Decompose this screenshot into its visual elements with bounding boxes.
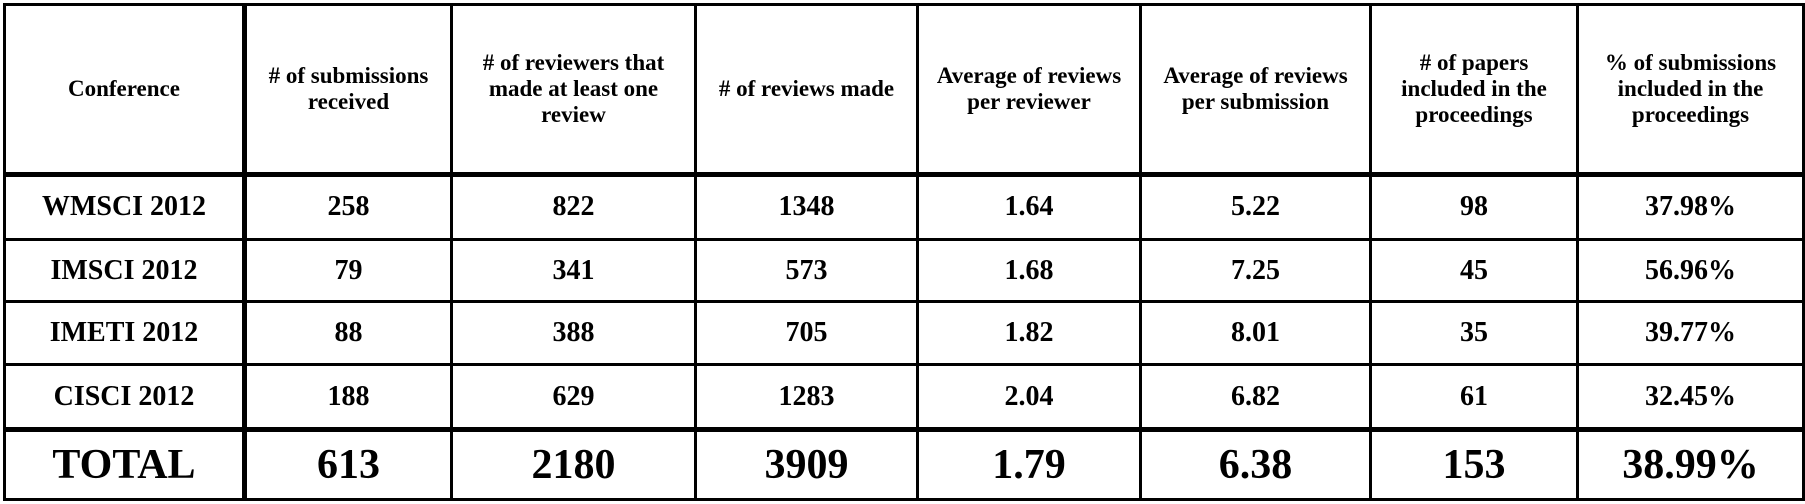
header-cell: Conference <box>3 3 247 177</box>
table-body: WMSCI 2012 258 822 1348 1.64 5.22 98 37.98% IMSC… <box>3 173 1805 501</box>
data-row: IMETI 2012 88 388 705 1.82 8.01 35 39.77% <box>3 300 1805 367</box>
total-cell: 6.38 <box>1139 427 1372 501</box>
total-row: TOTAL 613 2180 3909 1.79 6.38 153 38.99% <box>3 427 1805 501</box>
cell: 2.04 <box>916 363 1142 431</box>
cell: 258 <box>243 173 453 241</box>
cell: 88 <box>243 300 453 367</box>
total-cell: 38.99% <box>1576 427 1805 501</box>
row-label: WMSCI 2012 <box>3 173 247 241</box>
cell: 1.68 <box>916 237 1142 304</box>
cell: 388 <box>450 300 697 367</box>
cell: 1.82 <box>916 300 1142 367</box>
cell: 56.96% <box>1576 237 1805 304</box>
data-row: WMSCI 2012 258 822 1348 1.64 5.22 98 37.98% <box>3 173 1805 241</box>
cell: 37.98% <box>1576 173 1805 241</box>
cell: 8.01 <box>1139 300 1372 367</box>
cell: 5.22 <box>1139 173 1372 241</box>
cell: 1348 <box>694 173 919 241</box>
row-label: CISCI 2012 <box>3 363 247 431</box>
cell: 341 <box>450 237 697 304</box>
cell: 822 <box>450 173 697 241</box>
header-row: Conference # of submissions received # of … <box>3 3 1805 177</box>
header-cell: # of submissions received <box>243 3 453 177</box>
header-cell: # of reviews made <box>694 3 919 177</box>
conference-table: Conference # of submissions received # of … <box>3 3 1805 501</box>
cell: 7.25 <box>1139 237 1372 304</box>
header-cell: Average of reviews per reviewer <box>916 3 1142 177</box>
cell: 1.64 <box>916 173 1142 241</box>
total-cell: 1.79 <box>916 427 1142 501</box>
cell: 61 <box>1369 363 1579 431</box>
cell: 35 <box>1369 300 1579 367</box>
row-label: IMETI 2012 <box>3 300 247 367</box>
cell: 39.77% <box>1576 300 1805 367</box>
header-cell: # of reviewers that made at least one re… <box>450 3 697 177</box>
header-cell: # of papers included in the proceedings <box>1369 3 1579 177</box>
total-cell: 2180 <box>450 427 697 501</box>
total-cell: 3909 <box>694 427 919 501</box>
total-label: TOTAL <box>3 427 247 501</box>
header-cell: Average of reviews per submission <box>1139 3 1372 177</box>
cell: 45 <box>1369 237 1579 304</box>
cell: 6.82 <box>1139 363 1372 431</box>
cell: 573 <box>694 237 919 304</box>
cell: 32.45% <box>1576 363 1805 431</box>
cell: 1283 <box>694 363 919 431</box>
data-row: IMSCI 2012 79 341 573 1.68 7.25 45 56.96% <box>3 237 1805 304</box>
cell: 79 <box>243 237 453 304</box>
data-row: CISCI 2012 188 629 1283 2.04 6.82 61 32.45% <box>3 363 1805 431</box>
header-cell: % of submissions included in the proceed… <box>1576 3 1805 177</box>
total-cell: 613 <box>243 427 453 501</box>
cell: 98 <box>1369 173 1579 241</box>
row-label: IMSCI 2012 <box>3 237 247 304</box>
total-cell: 153 <box>1369 427 1579 501</box>
cell: 705 <box>694 300 919 367</box>
cell: 629 <box>450 363 697 431</box>
cell: 188 <box>243 363 453 431</box>
